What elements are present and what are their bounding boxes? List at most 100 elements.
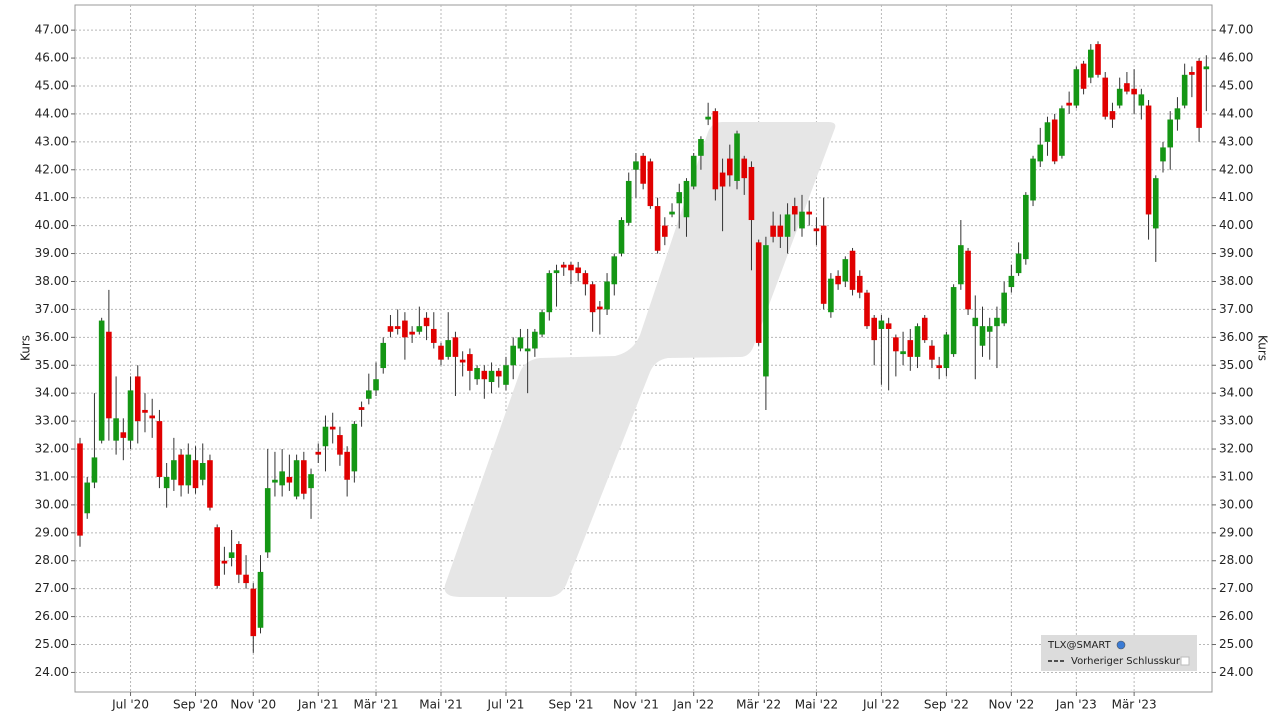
candle-body [654, 206, 661, 251]
y-tick-label: 25.00 [35, 637, 69, 651]
legend-label: TLX@SMART [1047, 640, 1112, 651]
y-tick-label: 41.00 [35, 190, 69, 204]
x-tick-label: Jan '23 [1055, 698, 1097, 712]
candle-body [727, 158, 733, 176]
candle-body [907, 340, 914, 357]
candle-body [1160, 147, 1166, 162]
candle-body [1037, 144, 1044, 162]
x-tick-label: Mär '22 [736, 698, 781, 712]
candle-body [98, 320, 105, 441]
y-tick-label: 46.00 [35, 51, 69, 65]
legend-box [1041, 635, 1197, 671]
candle-body [416, 326, 423, 332]
candle-body [950, 287, 957, 355]
candle-body [979, 326, 986, 346]
candle-body [1131, 88, 1137, 95]
candle-body [1167, 119, 1174, 148]
candle-body [532, 331, 538, 349]
candle-body [1044, 122, 1051, 142]
y-axis-title: Kurs [19, 335, 33, 361]
candle-body [250, 588, 257, 637]
y-tick-label: 40.00 [35, 218, 69, 232]
candle-body [488, 370, 495, 383]
candle-body [1189, 72, 1195, 75]
candle-body [1030, 158, 1036, 201]
candle-body [986, 326, 993, 332]
candle-body [373, 379, 379, 391]
candle-body [315, 451, 322, 455]
candle-body [633, 161, 639, 170]
candle-body [560, 264, 567, 268]
candle-body [604, 281, 610, 310]
candle-body [185, 454, 192, 486]
candle-body [1152, 178, 1159, 229]
y-tick-label: 39.00 [35, 246, 69, 260]
candle-body [921, 317, 928, 341]
candle-body [828, 278, 834, 313]
y-tick-label: 37.00 [35, 302, 69, 316]
candle-body [640, 155, 646, 184]
y-tick-label: 27.00 [35, 581, 69, 595]
candle-body [387, 326, 394, 332]
candle-body [495, 370, 502, 377]
axes: 24.00 24.00 25.00 25.00 26.00 26.00 27.00 27.00… [35, 23, 1254, 712]
candle-body [1001, 292, 1007, 324]
candle-body [994, 317, 1000, 327]
candle-body [770, 225, 776, 237]
candle-body [698, 139, 704, 156]
candle-body [77, 443, 83, 536]
candle-body [885, 323, 892, 329]
candle-body [755, 242, 762, 343]
candle-body [748, 166, 755, 221]
candle-body [705, 116, 711, 120]
candle-body [683, 180, 690, 218]
candle-body [84, 482, 91, 514]
x-tick-label: Sep '20 [173, 698, 218, 712]
candle-body [452, 337, 459, 357]
candle-body [965, 250, 971, 310]
legend: TLX@SMART Vorheriger Schlusskurs [1041, 635, 1197, 671]
candle-body [236, 543, 242, 575]
candle-body [524, 348, 531, 352]
candle-body [329, 426, 336, 430]
watermark [444, 122, 836, 597]
candle-body [958, 245, 964, 285]
candle-body [467, 354, 473, 371]
candle-body [380, 342, 387, 369]
y-tick-label: 29.00 [35, 525, 69, 539]
y-tick-label: 33.00 [35, 414, 69, 428]
candle-body [1095, 44, 1101, 75]
candle-body [690, 155, 697, 187]
candle-body [1181, 74, 1188, 106]
candle-body [1008, 275, 1015, 288]
candle-body [366, 390, 372, 399]
x-tick-label: Nov '21 [613, 698, 659, 712]
candle-body [358, 407, 365, 410]
candle-body [264, 488, 271, 553]
x-tick-label: Jul '21 [487, 698, 525, 712]
candle-body [618, 220, 625, 254]
candle-body [1023, 194, 1029, 260]
y-tick-label-right: 35.00 [1219, 358, 1253, 372]
y-tick-label-right: 36.00 [1219, 330, 1253, 344]
candle-body [791, 206, 798, 215]
y-tick-label-right: 44.00 [1219, 106, 1253, 120]
candle-body [1145, 105, 1152, 215]
y-tick-label-right: 47.00 [1219, 23, 1253, 37]
candle-body [597, 306, 603, 310]
candle-body [820, 225, 827, 304]
x-tick-label: Jul '20 [111, 698, 149, 712]
y-tick-label-right: 40.00 [1219, 218, 1253, 232]
legend-icon [1116, 640, 1126, 650]
y-tick-label-right: 31.00 [1219, 469, 1253, 483]
candle-body [1015, 253, 1022, 274]
y-axis-title-right: Kurs [1256, 335, 1270, 361]
legend-checkbox[interactable] [1180, 656, 1190, 666]
y-tick-label: 24.00 [35, 665, 69, 679]
candle-body [308, 474, 314, 489]
y-tick-label: 44.00 [35, 106, 69, 120]
candle-body [806, 211, 813, 215]
candle-body [849, 250, 856, 290]
candle-body [91, 457, 98, 483]
candle-body [1203, 66, 1210, 70]
